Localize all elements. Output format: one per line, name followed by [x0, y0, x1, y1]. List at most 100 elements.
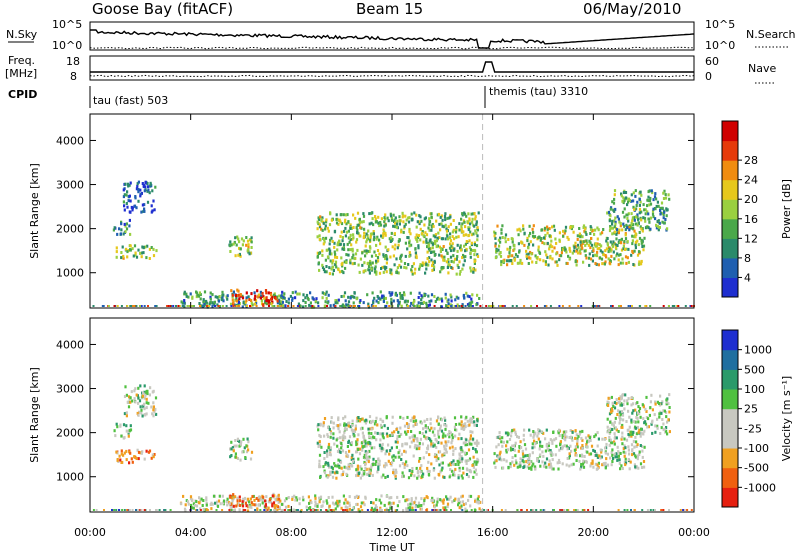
range-gate-cell: [662, 305, 665, 307]
range-gate-cell: [340, 305, 343, 307]
range-gate-cell: [460, 506, 463, 510]
range-gate-cell: [622, 244, 625, 248]
range-gate-cell: [449, 222, 452, 226]
range-gate-cell: [361, 448, 364, 452]
range-gate-cell: [416, 437, 419, 441]
range-gate-cell: [636, 454, 639, 458]
range-gate-cell: [396, 299, 399, 303]
range-gate-cell: [450, 461, 453, 465]
range-gate-cell: [505, 459, 508, 463]
range-gate-cell: [541, 460, 544, 464]
range-gate-cell: [357, 433, 360, 437]
range-gate-cell: [241, 305, 244, 309]
range-gate-cell: [112, 228, 115, 232]
range-gate-cell: [634, 420, 637, 424]
range-gate-cell: [667, 305, 670, 307]
range-gate-cell: [643, 236, 646, 240]
range-gate-cell: [453, 305, 456, 307]
range-gate-cell: [389, 449, 392, 453]
range-gate-cell: [523, 231, 526, 235]
range-gate-cell: [543, 236, 546, 240]
range-gate-cell: [432, 498, 435, 502]
range-gate-cell: [464, 242, 467, 246]
range-gate-cell: [555, 444, 558, 448]
range-gate-cell: [248, 503, 251, 507]
range-gate-cell: [376, 423, 379, 427]
range-gate-cell: [630, 434, 633, 438]
range-gate-cell: [559, 443, 562, 447]
cpid-right-label: themis (tau) 3310: [489, 85, 588, 98]
range-gate-cell: [636, 416, 639, 420]
range-gate-cell: [442, 266, 445, 270]
range-gate-cell: [198, 291, 201, 295]
range-gate-cell: [518, 465, 521, 469]
range-gate-cell: [351, 262, 354, 266]
range-gate-cell: [665, 415, 668, 419]
range-gate-cell: [398, 215, 401, 219]
range-gate-cell: [309, 301, 312, 305]
range-gate-cell: [445, 495, 448, 499]
range-gate-cell: [358, 305, 361, 307]
range-gate-cell: [381, 432, 384, 436]
range-gate-cell: [661, 400, 664, 404]
range-gate-cell: [276, 497, 279, 501]
range-gate-cell: [136, 182, 139, 186]
range-gate-cell: [442, 475, 445, 479]
range-gate-cell: [415, 237, 418, 241]
range-gate-cell: [431, 264, 434, 268]
range-gate-cell: [529, 460, 532, 464]
range-gate-cell: [641, 509, 644, 511]
range-gate-cell: [351, 453, 354, 457]
range-gate-cell: [561, 447, 564, 451]
range-gate-cell: [287, 305, 290, 307]
range-gate-cell: [634, 454, 637, 458]
range-gate-cell: [314, 494, 317, 498]
range-gate-cell: [415, 233, 418, 237]
range-gate-cell: [352, 253, 355, 257]
range-gate-cell: [143, 203, 146, 207]
range-gate-cell: [608, 431, 611, 435]
range-gate-cell: [432, 442, 435, 446]
range-gate-cell: [655, 197, 658, 201]
range-gate-cell: [239, 499, 242, 503]
range-gate-cell: [581, 438, 584, 442]
range-gate-cell: [476, 293, 479, 297]
range-gate-cell: [361, 417, 364, 421]
range-gate-cell: [336, 241, 340, 245]
range-gate-cell: [245, 299, 248, 303]
range-gate-cell: [458, 422, 461, 426]
range-gate-cell: [137, 248, 140, 252]
range-gate-cell: [231, 446, 234, 450]
range-gate-cell: [539, 440, 542, 444]
range-gate-cell: [509, 465, 512, 469]
range-gate-cell: [373, 250, 376, 254]
range-gate-cell: [151, 453, 154, 457]
range-gate-cell: [264, 301, 267, 305]
range-gate-cell: [344, 509, 347, 511]
range-gate-cell: [407, 503, 410, 507]
range-gate-cell: [573, 245, 576, 249]
range-gate-cell: [121, 245, 124, 249]
range-gate-cell: [624, 228, 627, 232]
range-gate-cell: [234, 298, 237, 302]
range-gate-cell: [276, 495, 279, 499]
range-gate-cell: [423, 499, 426, 503]
range-gate-cell: [584, 254, 587, 258]
range-gate-cell: [404, 222, 407, 226]
range-gate-cell: [608, 429, 611, 433]
range-gate-cell: [601, 463, 604, 467]
range-gate-cell: [656, 424, 659, 428]
range-gate-cell: [601, 437, 604, 441]
range-gate-cell: [418, 504, 421, 508]
colorbar-frame: [721, 120, 739, 298]
range-gate-cell: [362, 301, 365, 305]
range-gate-cell: [368, 250, 371, 253]
range-gate-cell: [337, 268, 340, 272]
range-gate-cell: [154, 305, 157, 307]
range-gate-cell: [123, 451, 126, 455]
range-gate-cell: [145, 412, 148, 416]
range-gate-cell: [136, 184, 139, 188]
range-gate-cell: [593, 435, 596, 439]
range-gate-cell: [611, 200, 614, 204]
range-gate-cell: [508, 254, 511, 258]
